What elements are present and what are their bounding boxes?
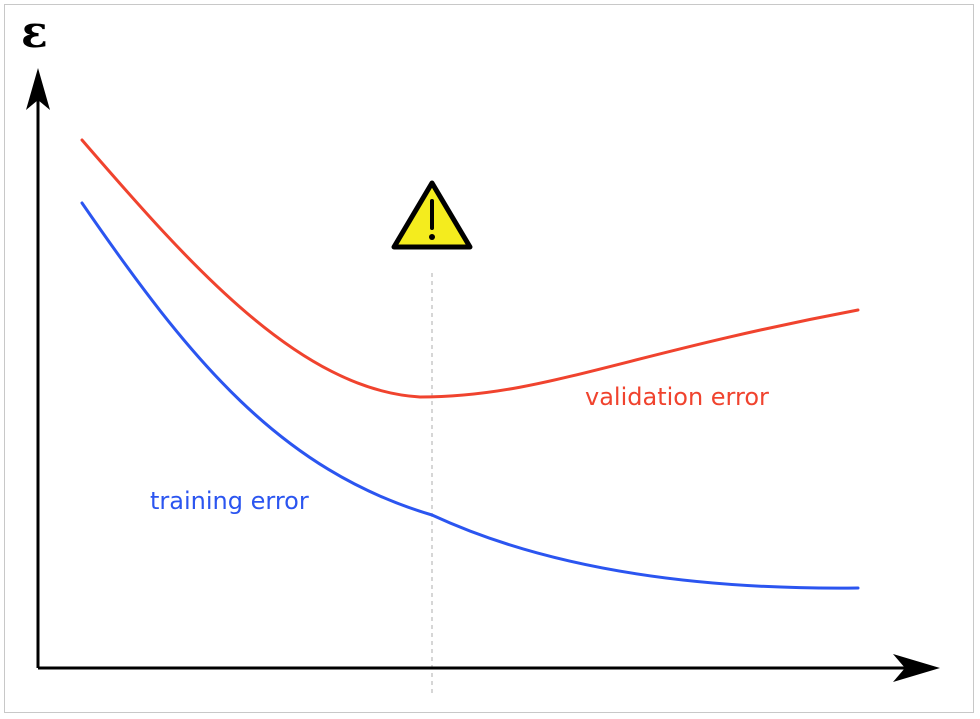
training-error-label: training error: [150, 487, 309, 515]
x-axis-arrow: [893, 654, 940, 682]
y-axis-label: ε: [21, 7, 48, 58]
figure-frame: [4, 4, 974, 713]
x-axis: [38, 654, 940, 682]
y-axis: [26, 68, 50, 668]
warning-triangle-icon: [391, 180, 473, 250]
y-axis-arrow: [26, 68, 50, 110]
training-error-curve: [80, 201, 860, 590]
validation-error-curve: [80, 138, 860, 399]
validation-error-label: validation error: [585, 383, 769, 411]
